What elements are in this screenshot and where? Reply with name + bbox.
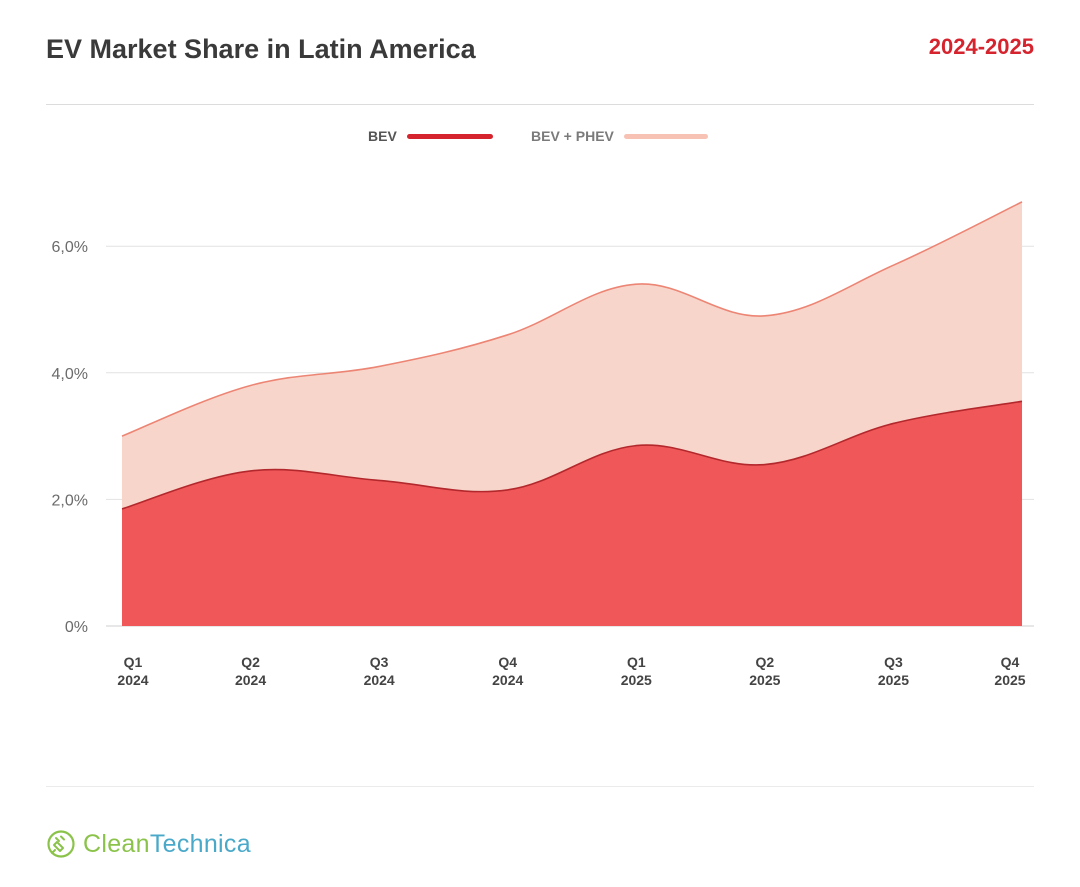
- legend-item-bev: BEV: [368, 128, 493, 144]
- footer-divider: [46, 786, 1034, 787]
- legend-swatch-bev-phev: [623, 133, 708, 139]
- x-tick-year-2: 2024: [364, 672, 395, 688]
- x-tick-year-1: 2024: [235, 672, 266, 688]
- x-tick-quarter-5: Q2: [756, 654, 775, 670]
- x-tick-quarter-2: Q3: [370, 654, 389, 670]
- x-tick-quarter-3: Q4: [498, 654, 517, 670]
- brand-name-technica: Technica: [149, 829, 251, 858]
- x-tick-year-7: 2025: [994, 672, 1025, 688]
- y-tick-label-2: 4,0%: [52, 366, 88, 383]
- brand-name-clean: Clean: [83, 829, 150, 858]
- brand-logo: CleanTechnica: [46, 829, 251, 859]
- header-divider: [46, 104, 1034, 105]
- legend-label-bev: BEV: [368, 128, 397, 144]
- chart-legend: BEV BEV + PHEV: [0, 128, 1080, 148]
- x-tick-year-6: 2025: [878, 672, 909, 688]
- line-bev: [121, 400, 1023, 510]
- brand-wordmark: CleanTechnica: [83, 830, 251, 859]
- y-tick-label-1: 2,0%: [52, 492, 88, 509]
- area-chart: 0% 2,0% 4,0% 6,0% Q1 2024 Q2 2024 Q3 2024 Q4 2024 Q1…: [52, 201, 1034, 688]
- legend-item-bev-phev: BEV + PHEV: [531, 128, 708, 144]
- legend-label-bev-phev: BEV + PHEV: [531, 128, 614, 144]
- x-tick-quarter-0: Q1: [124, 654, 143, 670]
- y-tick-label-3: 6,0%: [52, 239, 88, 256]
- x-tick-quarter-7: Q4: [1001, 654, 1020, 670]
- legend-swatch-bev: [406, 133, 493, 139]
- x-tick-year-0: 2024: [117, 672, 148, 688]
- x-tick-quarter-6: Q3: [884, 654, 903, 670]
- x-tick-year-4: 2025: [621, 672, 652, 688]
- x-tick-year-3: 2024: [492, 672, 523, 688]
- x-tick-year-5: 2025: [749, 672, 780, 688]
- y-tick-label-0: 0%: [65, 619, 88, 636]
- plug-leaf-icon: [47, 830, 75, 858]
- chart-title: EV Market Share in Latin America: [46, 34, 476, 64]
- x-tick-quarter-1: Q2: [241, 654, 260, 670]
- x-tick-quarter-4: Q1: [627, 654, 646, 670]
- chart-period: 2024-2025: [928, 34, 1034, 59]
- area-bev: [122, 401, 1022, 626]
- line-bev-phev: [121, 201, 1023, 437]
